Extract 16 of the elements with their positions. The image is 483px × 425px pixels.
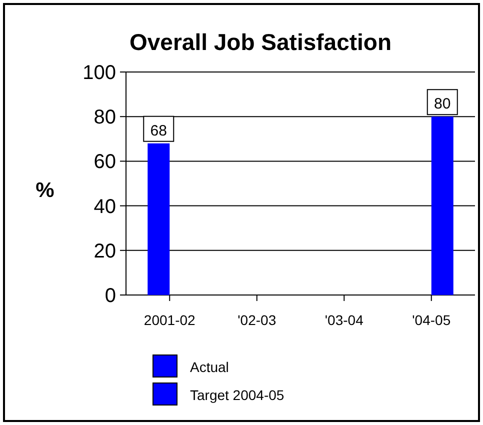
y-tick-label: 0 [104,285,116,307]
x-tick-label: '02-03 [238,312,276,328]
data-label: 80 [434,96,451,113]
legend-label: Actual [190,359,229,375]
y-tick-label: 20 [94,240,116,262]
y-tick-label: 80 [94,106,116,129]
y-axis-title: % [36,179,55,202]
data-label: 68 [150,122,167,140]
x-tick-label: '03-04 [324,312,364,328]
y-tick-label: 40 [94,196,116,218]
chart-title: Overall Job Satisfaction [129,29,392,55]
x-tick-label: '04-05 [412,312,451,328]
y-tick-label: 100 [82,62,116,84]
y-tick-label: 60 [94,151,116,174]
x-tick-label: 2001-02 [144,312,196,328]
legend-label: Target 2004-05 [190,387,284,403]
